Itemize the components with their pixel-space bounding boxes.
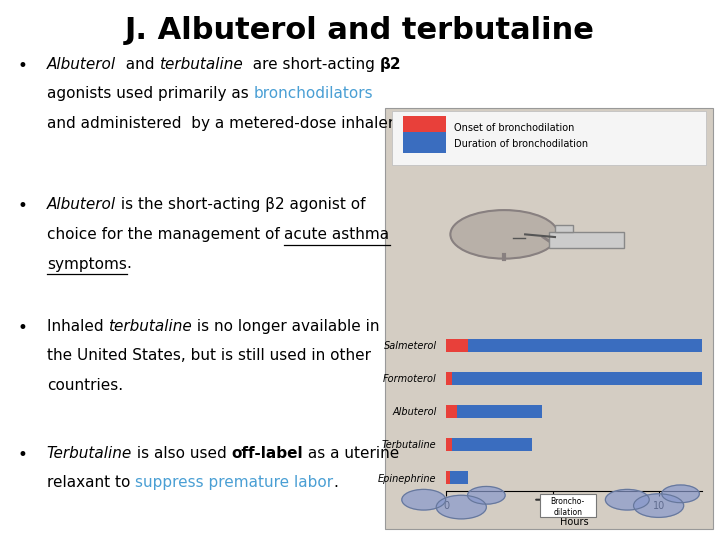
Bar xyxy=(446,471,468,484)
Circle shape xyxy=(451,210,558,259)
Text: J. Albuterol and terbutaline: J. Albuterol and terbutaline xyxy=(125,16,595,45)
Text: Inhaled: Inhaled xyxy=(47,319,108,334)
FancyBboxPatch shape xyxy=(392,111,706,165)
Text: β2: β2 xyxy=(380,57,402,72)
Circle shape xyxy=(634,494,684,517)
Text: and administered  by a metered-dose inhaler.: and administered by a metered-dose inhal… xyxy=(47,116,397,131)
Text: Terbutaline: Terbutaline xyxy=(47,446,132,461)
Text: as a uterine: as a uterine xyxy=(303,446,400,461)
Text: choice for the management of: choice for the management of xyxy=(47,227,284,242)
Circle shape xyxy=(402,489,446,510)
Bar xyxy=(446,339,468,352)
FancyBboxPatch shape xyxy=(385,108,713,529)
Circle shape xyxy=(606,489,649,510)
Text: are short-acting: are short-acting xyxy=(243,57,380,72)
Text: agonists used primarily as: agonists used primarily as xyxy=(47,86,253,102)
Text: •: • xyxy=(18,319,28,336)
Text: Albuterol: Albuterol xyxy=(47,57,116,72)
Bar xyxy=(446,405,457,418)
Text: •: • xyxy=(18,446,28,463)
Bar xyxy=(446,372,702,385)
Text: acute asthma: acute asthma xyxy=(284,227,390,242)
Text: is also used: is also used xyxy=(132,446,232,461)
Circle shape xyxy=(436,495,487,519)
Bar xyxy=(403,132,446,153)
Text: off-label: off-label xyxy=(232,446,303,461)
Text: Albuterol: Albuterol xyxy=(47,197,116,212)
Circle shape xyxy=(662,485,699,503)
Text: .: . xyxy=(333,475,338,490)
Bar xyxy=(446,438,451,451)
Text: the United States, but is still used in other: the United States, but is still used in … xyxy=(47,348,371,363)
Text: terbutaline: terbutaline xyxy=(108,319,192,334)
Text: countries.: countries. xyxy=(47,378,123,393)
Text: Broncho-
dilation: Broncho- dilation xyxy=(551,497,585,517)
Text: Onset of bronchodilation: Onset of bronchodilation xyxy=(454,123,574,133)
Text: is the short-acting β2 agonist of: is the short-acting β2 agonist of xyxy=(116,197,366,212)
Bar xyxy=(446,339,702,352)
Text: terbutaline: terbutaline xyxy=(159,57,243,72)
X-axis label: Hours: Hours xyxy=(560,517,588,526)
Text: and: and xyxy=(116,57,159,72)
Bar xyxy=(446,471,450,484)
Circle shape xyxy=(467,487,505,504)
Text: .: . xyxy=(127,256,132,272)
Bar xyxy=(446,438,531,451)
Bar xyxy=(446,405,542,418)
Bar xyxy=(446,372,451,385)
Text: •: • xyxy=(18,197,28,215)
Text: is no longer available in: is no longer available in xyxy=(192,319,379,334)
Bar xyxy=(539,494,596,517)
Text: Duration of bronchodilation: Duration of bronchodilation xyxy=(454,139,588,149)
Text: •: • xyxy=(18,57,28,75)
Text: symptoms: symptoms xyxy=(47,256,127,272)
Text: relaxant to: relaxant to xyxy=(47,475,135,490)
Bar xyxy=(555,225,573,232)
Text: suppress premature labor: suppress premature labor xyxy=(135,475,333,490)
Text: bronchodilators: bronchodilators xyxy=(253,86,373,102)
Bar xyxy=(403,116,446,137)
Bar xyxy=(549,232,624,248)
